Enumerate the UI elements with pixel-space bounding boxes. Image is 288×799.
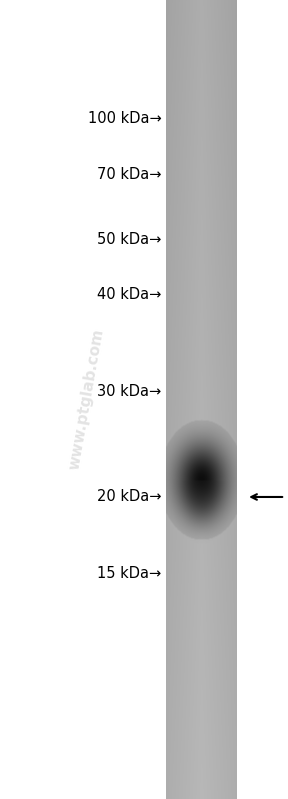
Text: 40 kDa→: 40 kDa→ (97, 287, 161, 301)
Text: 70 kDa→: 70 kDa→ (97, 167, 161, 181)
Text: 50 kDa→: 50 kDa→ (97, 233, 161, 247)
Text: 30 kDa→: 30 kDa→ (97, 384, 161, 399)
Text: www.ptglab.com: www.ptglab.com (67, 328, 106, 471)
Text: 15 kDa→: 15 kDa→ (97, 566, 161, 581)
Text: 100 kDa→: 100 kDa→ (88, 111, 161, 125)
Text: 20 kDa→: 20 kDa→ (97, 490, 161, 504)
